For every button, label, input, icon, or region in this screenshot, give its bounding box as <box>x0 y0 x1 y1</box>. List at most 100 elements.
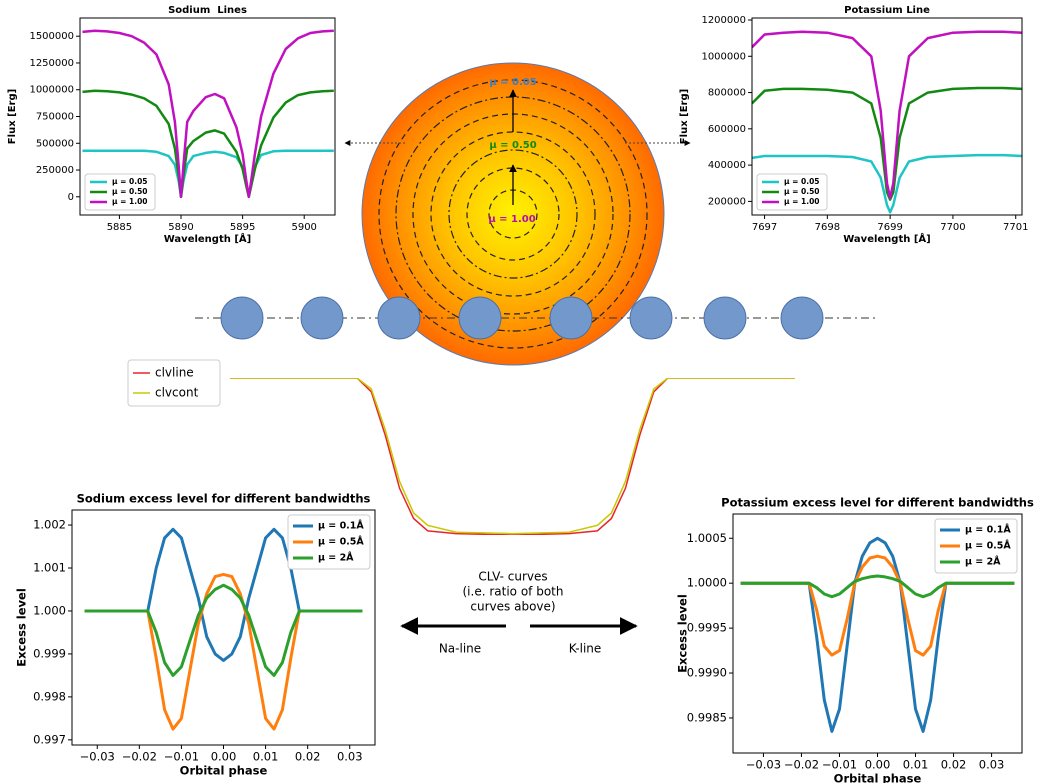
y-tick-label: 1.002 <box>33 518 66 532</box>
y-tick-label: 0.9990 <box>687 666 727 680</box>
legend-label: μ = 0.05 <box>784 177 820 186</box>
y-tick-label: 1.0000 <box>687 576 727 590</box>
x-axis-label: Orbital phase <box>834 772 922 783</box>
y-tick-label: 0.9985 <box>687 710 727 724</box>
axes-frame <box>71 509 376 746</box>
y-tick-label: 1500000 <box>29 31 74 42</box>
note-text: (i.e. ratio of both <box>463 585 564 599</box>
x-tick-label: 7697 <box>752 222 777 233</box>
chart-title: Potassium Line <box>844 5 930 16</box>
series-line <box>740 554 1015 657</box>
arrow-label: Na-line <box>439 642 481 656</box>
legend-label: μ = 0.50 <box>112 187 148 196</box>
series-line <box>84 572 363 731</box>
series-line <box>82 89 334 199</box>
x-tick-label: −0.02 <box>784 758 819 772</box>
y-tick-label: 1.000 <box>33 603 66 617</box>
x-tick-label: 0.00 <box>865 758 891 772</box>
y-axis-label: Flux [Erg] <box>679 89 690 144</box>
y-tick-label: 1.0005 <box>687 531 727 545</box>
y-tick-label: 1250000 <box>29 58 74 69</box>
clv-note: CLV- curves (i.e. ratio of both curves a… <box>400 570 638 656</box>
legend-box <box>287 514 371 570</box>
series-line <box>84 583 363 677</box>
legend-label: μ = 2Å <box>965 557 1001 568</box>
x-tick-label: 0.01 <box>253 750 279 764</box>
chart-title: Sodium Lines <box>168 5 247 16</box>
x-tick-label: 0.02 <box>941 758 967 772</box>
y-axis-label: Flux [Erg] <box>7 89 18 144</box>
chart: Sodium Lines Wavelength [Å] Flux [Erg] 5885… <box>7 5 336 245</box>
y-tick-label: 0.997 <box>33 732 66 746</box>
y-tick-label: 1.001 <box>33 560 66 574</box>
x-tick-label: 5900 <box>291 222 316 233</box>
chart: clvline clvcont <box>127 359 795 535</box>
star: μ = 0.05 μ = 0.50 μ = 1.00 <box>361 62 665 366</box>
axes-frame <box>751 17 1023 216</box>
y-tick-label: 0.999 <box>33 646 66 660</box>
chart-title: Sodium excess level for different bandwi… <box>77 492 371 506</box>
x-tick-label: 7700 <box>940 222 965 233</box>
x-tick-label: −0.03 <box>80 750 115 764</box>
legend-label: μ = 0.1Å <box>318 521 364 532</box>
x-tick-label: 7698 <box>815 222 840 233</box>
series-line <box>82 29 334 199</box>
x-tick-label: 0.02 <box>295 750 321 764</box>
chart: Sodium excess level for different bandwi… <box>15 492 376 778</box>
legend-label: μ = 0.05 <box>112 177 148 186</box>
series-line <box>230 378 795 535</box>
series-line <box>752 30 1022 200</box>
note-text: curves above) <box>470 600 555 614</box>
legend-label: μ = 2Å <box>318 553 354 564</box>
x-tick-label: 0.00 <box>211 750 237 764</box>
y-tick-label: 1000000 <box>701 51 746 62</box>
legend-box <box>127 359 221 407</box>
x-tick-label: 5885 <box>107 222 132 233</box>
y-tick-label: 0 <box>68 192 74 203</box>
y-tick-label: 1000000 <box>29 85 74 96</box>
legend-label: μ = 0.50 <box>784 187 820 196</box>
x-tick-label: −0.01 <box>822 758 857 772</box>
legend-label: μ = 0.1Å <box>965 525 1011 536</box>
y-tick-label: 600000 <box>708 124 746 135</box>
series-line <box>740 536 1015 733</box>
series-line <box>84 527 363 662</box>
x-tick-label: −0.01 <box>164 750 199 764</box>
y-tick-label: 0.9995 <box>687 621 727 635</box>
x-tick-label: 7701 <box>1003 222 1028 233</box>
star-label: μ = 0.50 <box>489 140 536 151</box>
legend-label: clvline <box>155 366 194 380</box>
planet-track <box>195 296 875 340</box>
x-axis-label: Wavelength [Å] <box>164 232 251 245</box>
axes-frame <box>79 17 336 216</box>
series-line <box>230 378 795 535</box>
y-tick-label: 1200000 <box>701 15 746 26</box>
x-tick-label: 0.01 <box>903 758 929 772</box>
legend-label: μ = 1.00 <box>784 197 820 206</box>
chart-title: Potassium excess level for different ban… <box>721 496 1034 510</box>
series-line <box>752 153 1022 214</box>
legend-label: clvcont <box>155 386 199 400</box>
y-tick-label: 800000 <box>708 88 746 99</box>
legend-label: μ = 0.5Å <box>318 537 364 548</box>
axes-frame <box>732 513 1023 754</box>
chart: Potassium excess level for different ban… <box>676 496 1034 783</box>
x-axis-label: Orbital phase <box>180 764 268 778</box>
x-axis-label: Wavelength [Å] <box>843 232 930 245</box>
legend-label: μ = 1.00 <box>112 197 148 206</box>
x-tick-label: 7699 <box>877 222 902 233</box>
y-axis-label: Excess level <box>15 588 29 667</box>
series-line <box>740 574 1015 599</box>
legend-box <box>934 518 1018 574</box>
y-tick-label: 250000 <box>36 165 74 176</box>
arrow-label: K-line <box>569 642 602 656</box>
x-tick-label: −0.02 <box>122 750 157 764</box>
y-tick-label: 0.998 <box>33 689 66 703</box>
x-tick-label: 0.03 <box>979 758 1005 772</box>
note-text: CLV- curves <box>478 570 547 584</box>
x-tick-label: 0.03 <box>337 750 363 764</box>
y-tick-label: 750000 <box>36 112 74 123</box>
x-tick-label: −0.03 <box>746 758 781 772</box>
series-line <box>82 149 334 199</box>
